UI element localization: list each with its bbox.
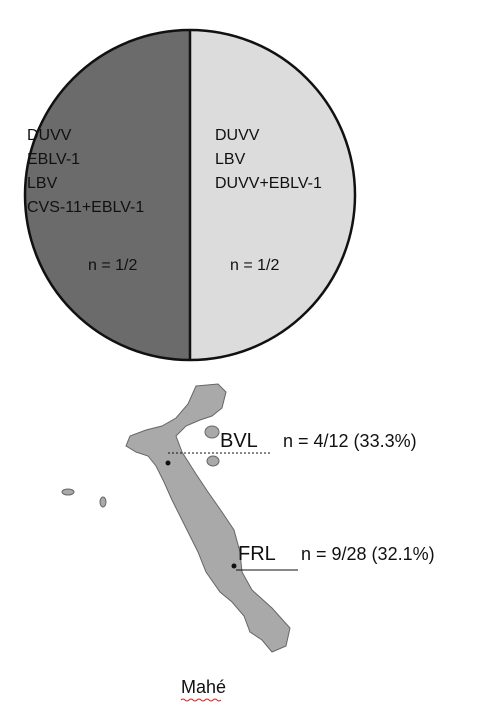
left-label: LBV: [27, 175, 58, 192]
site-label: FRL: [238, 543, 276, 565]
site-dot: [231, 563, 237, 569]
spellcheck-underline: [180, 698, 222, 702]
left-n: n = 1/2: [88, 257, 137, 274]
site-label: BVL: [220, 430, 258, 452]
left-label: DUVV: [27, 127, 72, 144]
right-label: DUVV+EBLV-1: [215, 175, 322, 192]
islet: [61, 488, 75, 496]
right-label: DUVV: [215, 127, 260, 144]
site-count: n = 4/12 (33.3%): [283, 431, 417, 451]
islet: [204, 425, 220, 439]
site-count: n = 9/28 (32.1%): [301, 544, 435, 564]
island-shape: [125, 383, 291, 653]
pie-left-half: [25, 30, 190, 360]
right-label: LBV: [215, 151, 246, 168]
pie-right-half: [190, 30, 355, 360]
left-label: EBLV-1: [27, 151, 80, 168]
islet: [99, 496, 107, 508]
site-dot: [165, 460, 171, 466]
right-n: n = 1/2: [230, 257, 279, 274]
islet: [206, 455, 220, 467]
left-label: CVS-11+EBLV-1: [27, 199, 144, 216]
island-name: Mahé: [181, 677, 226, 697]
